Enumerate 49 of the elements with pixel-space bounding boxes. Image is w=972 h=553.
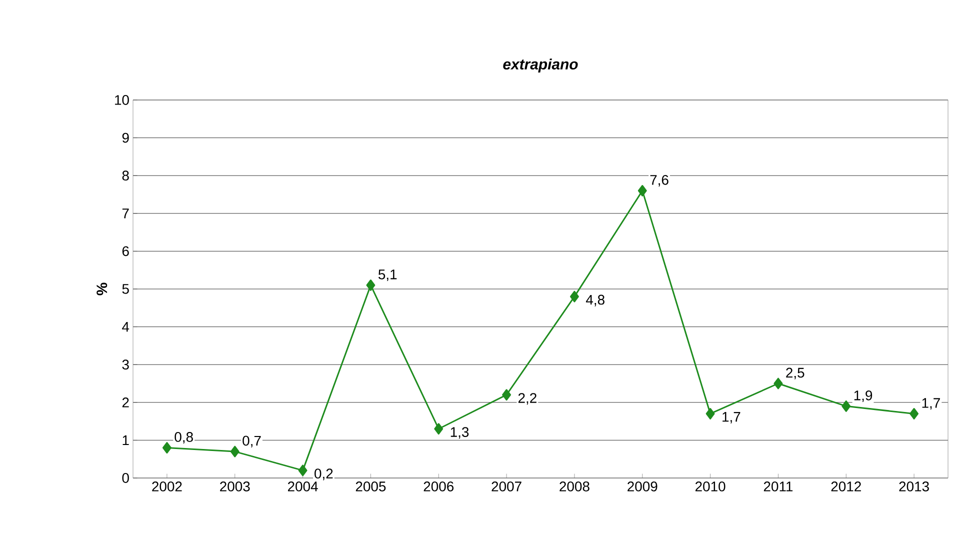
point	[638, 184, 647, 196]
point	[570, 290, 579, 302]
y-axis-title: %	[96, 282, 108, 296]
x-tick-label: 2012	[831, 482, 861, 492]
x-tick-label: 2006	[424, 482, 454, 492]
y-tick-label: 3	[122, 360, 129, 370]
x-tick-label: 2007	[492, 482, 522, 492]
data-label: 1,3	[450, 427, 469, 439]
point	[162, 442, 172, 454]
y-tick-label: 2	[122, 398, 129, 408]
data-label: 0,7	[242, 436, 261, 448]
y-tick-label: 4	[122, 322, 130, 332]
point	[774, 378, 783, 390]
y-tick-label: 6	[122, 246, 129, 256]
x-tick-label: 2005	[356, 482, 386, 492]
data-label: 0,8	[174, 432, 193, 444]
point	[230, 446, 240, 458]
chart-title: extrapiano	[503, 58, 578, 72]
y-tick-label: 10	[115, 95, 129, 105]
x-tick-label: 2010	[695, 482, 726, 492]
point	[366, 279, 376, 291]
data-label: 1,7	[922, 398, 940, 410]
data-label: 7,6	[650, 174, 668, 187]
y-tick-label: 5	[122, 284, 129, 294]
y-tick-label: 1	[122, 435, 129, 445]
point	[298, 464, 308, 476]
point	[910, 408, 919, 420]
data-label: 5,1	[378, 270, 397, 282]
data-label: 2,5	[786, 368, 804, 380]
data-label: 1,7	[722, 412, 740, 424]
y-tick-label: 0	[122, 473, 129, 483]
data-label: 0,2	[314, 468, 333, 480]
x-tick-label: 2008	[560, 482, 590, 492]
y-tick-label: 9	[122, 132, 129, 143]
point	[842, 400, 851, 412]
x-tick-label: 2003	[220, 482, 250, 492]
data-label: 4,8	[586, 294, 604, 306]
data-label: 1,9	[854, 390, 872, 402]
y-tick-label: 8	[122, 170, 129, 181]
data-label: 2,2	[518, 393, 536, 405]
x-tick-label: 2011	[764, 482, 793, 492]
y-tick-label: 7	[122, 208, 129, 218]
x-tick-label: 2013	[899, 482, 929, 492]
point	[434, 423, 444, 435]
x-tick-label: 2009	[628, 482, 658, 492]
point	[502, 389, 512, 401]
x-tick-label: 2004	[288, 482, 318, 492]
x-tick-label: 2002	[152, 482, 182, 492]
point	[706, 408, 715, 420]
